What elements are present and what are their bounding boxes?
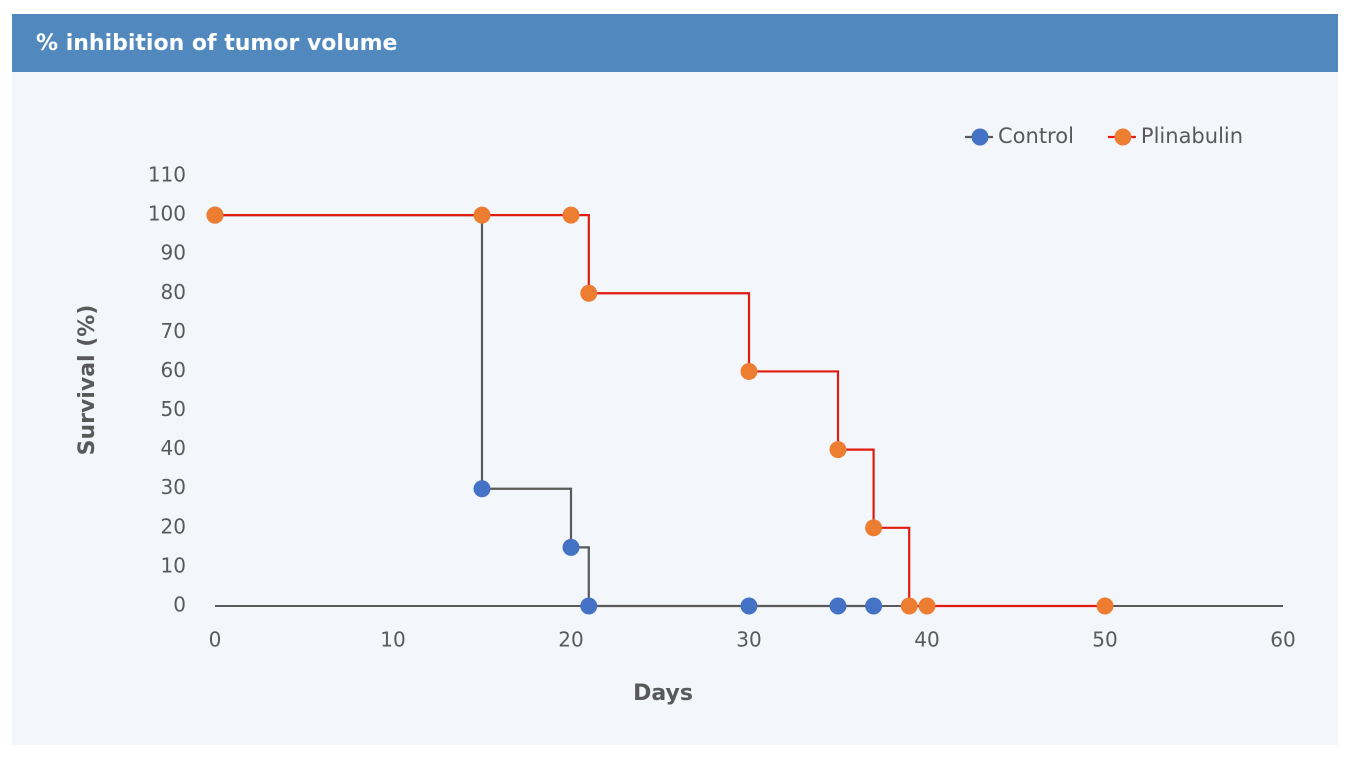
- x-tick-label: 60: [1270, 628, 1295, 652]
- data-point: [829, 441, 847, 459]
- x-tick-label: 40: [914, 628, 939, 652]
- step-line: [838, 448, 875, 528]
- y-tick-label: 110: [148, 163, 186, 187]
- y-tick-label: 40: [161, 436, 186, 460]
- data-point: [580, 284, 598, 302]
- data-point: [829, 597, 847, 615]
- y-tick-label: 100: [148, 202, 186, 226]
- data-point: [865, 597, 883, 615]
- legend-label: Control: [998, 124, 1074, 148]
- y-tick-label: 20: [161, 514, 186, 538]
- y-tick-label: 80: [161, 280, 186, 304]
- x-axis-label: Days: [633, 681, 693, 706]
- x-tick-label: 50: [1092, 628, 1117, 652]
- data-point: [740, 362, 758, 380]
- data-point: [900, 597, 918, 615]
- data-point: [865, 519, 883, 537]
- data-point: [562, 538, 580, 556]
- y-tick-label: 0: [173, 593, 186, 617]
- y-tick-label: 30: [161, 475, 186, 499]
- y-tick-label: 10: [161, 553, 186, 577]
- title-bar: [12, 14, 1338, 72]
- data-point: [473, 206, 491, 224]
- y-axis-label: Survival (%): [75, 305, 100, 456]
- data-point: [918, 597, 936, 615]
- chart-title: % inhibition of tumor volume: [36, 31, 397, 56]
- data-point: [580, 597, 598, 615]
- step-line: [482, 487, 573, 548]
- data-point: [1096, 597, 1114, 615]
- y-tick-label: 90: [161, 241, 186, 265]
- y-tick-label: 70: [161, 319, 186, 343]
- y-tick-label: 60: [161, 358, 186, 382]
- data-point: [740, 597, 758, 615]
- x-tick-label: 0: [209, 628, 222, 652]
- step-line: [749, 370, 840, 450]
- data-point: [206, 206, 224, 224]
- legend-label: Plinabulin: [1141, 124, 1243, 148]
- step-line: [873, 526, 911, 606]
- legend-marker: [1114, 128, 1132, 146]
- step-line: [588, 292, 751, 372]
- legend-marker: [971, 128, 989, 146]
- x-tick-label: 10: [380, 628, 405, 652]
- data-point: [562, 206, 580, 224]
- x-tick-label: 30: [736, 628, 761, 652]
- data-point: [473, 480, 491, 498]
- y-tick-label: 50: [161, 397, 186, 421]
- x-tick-label: 20: [558, 628, 583, 652]
